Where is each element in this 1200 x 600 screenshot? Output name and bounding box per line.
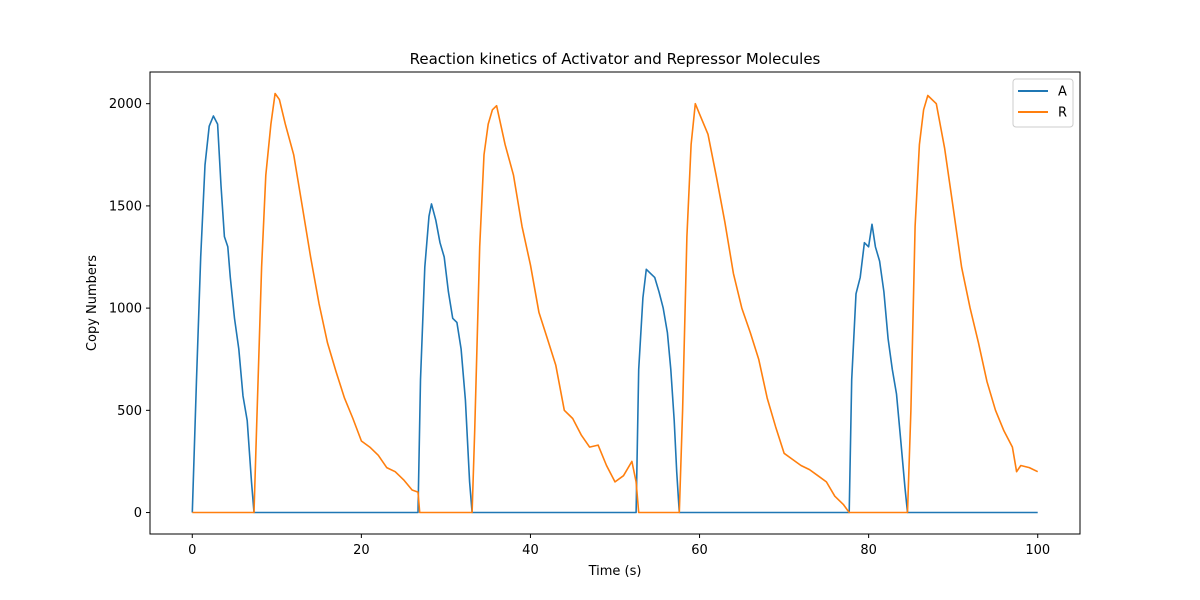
x-tick-label: 60 <box>691 543 708 558</box>
y-tick-label: 1000 <box>109 302 142 317</box>
y-axis-label: Copy Numbers <box>85 255 100 351</box>
y-tick-label: 500 <box>117 404 142 419</box>
series-line-A <box>191 115 1038 514</box>
x-tick-label: 20 <box>353 543 370 558</box>
y-tick-label: 2000 <box>109 97 142 112</box>
y-tick-label: 0 <box>134 506 142 521</box>
legend-label-R: R <box>1058 106 1067 121</box>
x-axis-label: Time (s) <box>588 564 642 579</box>
y-tick-label: 1500 <box>109 199 142 214</box>
chart-title: Reaction kinetics of Activator and Repre… <box>410 50 821 68</box>
x-tick-label: 0 <box>188 543 196 558</box>
legend: AR <box>1012 78 1074 128</box>
x-tick-label: 40 <box>522 543 539 558</box>
plot-area <box>191 92 1039 514</box>
x-tick-label: 80 <box>860 543 877 558</box>
plot-frame <box>149 71 1081 535</box>
legend-label-A: A <box>1058 85 1067 100</box>
x-tick-label: 100 <box>1025 543 1050 558</box>
series-line-R <box>192 92 1039 514</box>
